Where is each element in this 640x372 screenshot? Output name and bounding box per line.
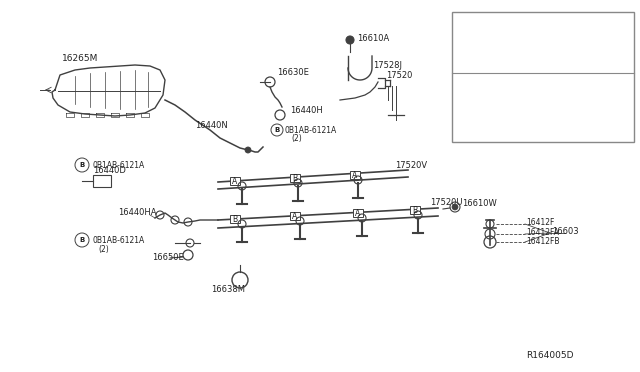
FancyBboxPatch shape [230,177,240,185]
Text: B: B [517,37,523,43]
Circle shape [452,204,458,210]
Text: A: A [292,212,298,221]
FancyBboxPatch shape [93,175,111,187]
Circle shape [485,79,495,89]
Text: 16630E: 16630E [277,67,309,77]
Text: 17520U: 17520U [430,198,463,206]
Text: 16412FA: 16412FA [526,228,559,237]
FancyBboxPatch shape [290,212,300,220]
Text: B: B [275,127,280,133]
Text: 16638M: 16638M [211,285,245,295]
Circle shape [346,36,354,44]
Text: 16610X: 16610X [506,110,536,119]
Text: 16265M: 16265M [62,54,98,62]
Text: 16412FB: 16412FB [526,237,559,246]
Text: 16610W: 16610W [462,199,497,208]
Text: 17528J: 17528J [373,61,402,70]
Text: 16603: 16603 [552,227,579,235]
Text: 0B1AB-6121A: 0B1AB-6121A [285,125,337,135]
Text: (2): (2) [98,244,109,253]
Text: 0B91B-3081A: 0B91B-3081A [528,80,580,89]
Text: R164005D: R164005D [526,350,573,359]
Text: 0B1AB-8501A: 0B1AB-8501A [528,35,580,45]
FancyBboxPatch shape [410,206,420,214]
Text: A: A [463,35,468,45]
Text: B: B [232,215,237,224]
FancyBboxPatch shape [452,12,634,142]
FancyBboxPatch shape [461,90,471,98]
Text: 16610A: 16610A [357,33,389,42]
Text: A: A [355,208,360,218]
Text: 0B1AB-6121A: 0B1AB-6121A [92,235,144,244]
FancyBboxPatch shape [350,171,360,179]
FancyBboxPatch shape [290,174,300,182]
Text: 17520V: 17520V [395,160,427,170]
Text: (2): (2) [291,134,301,142]
Text: B: B [79,162,84,168]
Text: A: A [353,170,358,180]
Text: B: B [463,90,468,99]
Text: 16412F: 16412F [526,218,554,227]
FancyBboxPatch shape [461,36,471,44]
Text: B: B [292,173,298,183]
Text: 16440H: 16440H [290,106,323,115]
Text: 16440HA: 16440HA [118,208,157,217]
Text: 17520: 17520 [386,71,412,80]
Circle shape [245,147,251,153]
Text: 16650E: 16650E [152,253,184,263]
Text: A: A [232,176,237,186]
Text: 16440N: 16440N [195,121,228,129]
Text: N: N [517,81,523,87]
Text: B: B [79,237,84,243]
FancyBboxPatch shape [230,215,240,223]
FancyBboxPatch shape [353,209,363,217]
Text: 0B1AB-6121A: 0B1AB-6121A [92,160,144,170]
Text: 16440D: 16440D [93,166,126,174]
Text: B: B [412,205,417,215]
